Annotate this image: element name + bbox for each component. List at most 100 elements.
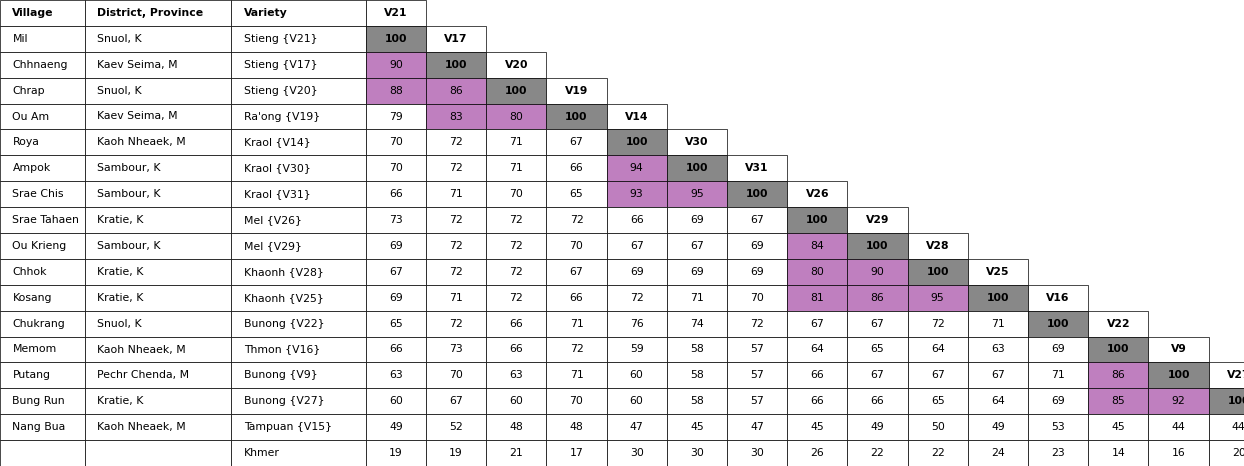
- Bar: [486, 233, 546, 259]
- Bar: [231, 207, 366, 233]
- Bar: [425, 130, 486, 155]
- Text: V28: V28: [926, 241, 949, 251]
- Bar: [787, 363, 847, 388]
- Text: 70: 70: [750, 293, 764, 303]
- Bar: [0, 440, 85, 466]
- Text: 48: 48: [509, 422, 524, 432]
- Text: 73: 73: [389, 215, 403, 225]
- Bar: [607, 130, 667, 155]
- Text: 67: 67: [991, 370, 1005, 380]
- Text: Kratie, K: Kratie, K: [97, 293, 143, 303]
- Bar: [366, 78, 425, 103]
- Text: Kaev Seima, M: Kaev Seima, M: [97, 60, 178, 70]
- Bar: [231, 285, 366, 311]
- Text: 100: 100: [1167, 370, 1189, 380]
- Text: 86: 86: [1111, 370, 1126, 380]
- Text: 60: 60: [629, 370, 643, 380]
- Bar: [1088, 0, 1148, 26]
- Bar: [908, 311, 968, 336]
- Text: 58: 58: [690, 344, 704, 355]
- Text: 72: 72: [449, 319, 463, 329]
- Bar: [847, 414, 908, 440]
- Text: 85: 85: [1111, 396, 1126, 406]
- Text: Chhok: Chhok: [12, 267, 47, 277]
- Bar: [908, 440, 968, 466]
- Text: 45: 45: [690, 422, 704, 432]
- Bar: [607, 259, 667, 285]
- Text: Ou Krieng: Ou Krieng: [12, 241, 67, 251]
- Text: 47: 47: [750, 422, 764, 432]
- Bar: [231, 155, 366, 181]
- Bar: [366, 311, 425, 336]
- Bar: [231, 103, 366, 130]
- Bar: [425, 233, 486, 259]
- Bar: [0, 130, 85, 155]
- Bar: [667, 207, 726, 233]
- Text: Nang Bua: Nang Bua: [12, 422, 66, 432]
- Text: 71: 71: [690, 293, 704, 303]
- Text: 72: 72: [449, 163, 463, 173]
- Text: 65: 65: [931, 396, 944, 406]
- Bar: [231, 130, 366, 155]
- Text: 67: 67: [389, 267, 403, 277]
- Text: Ou Am: Ou Am: [12, 111, 50, 122]
- Bar: [1209, 414, 1244, 440]
- Text: 74: 74: [690, 319, 704, 329]
- Bar: [908, 0, 968, 26]
- Bar: [1148, 336, 1209, 363]
- Text: 67: 67: [871, 319, 884, 329]
- Text: 86: 86: [449, 86, 463, 96]
- Text: Sambour, K: Sambour, K: [97, 163, 160, 173]
- Text: Chhnaeng: Chhnaeng: [12, 60, 68, 70]
- Bar: [968, 414, 1028, 440]
- Bar: [366, 52, 425, 78]
- Bar: [425, 336, 486, 363]
- Text: 100: 100: [927, 267, 949, 277]
- Bar: [366, 26, 425, 52]
- Text: 69: 69: [629, 267, 643, 277]
- Bar: [85, 363, 231, 388]
- Bar: [366, 0, 425, 26]
- Bar: [1088, 388, 1148, 414]
- Text: Srae Chis: Srae Chis: [12, 189, 63, 199]
- Text: Kraol {V14}: Kraol {V14}: [244, 137, 311, 147]
- Bar: [667, 336, 726, 363]
- Bar: [667, 130, 726, 155]
- Text: V31: V31: [745, 163, 769, 173]
- Text: 69: 69: [750, 267, 764, 277]
- Text: Snuol, K: Snuol, K: [97, 86, 142, 96]
- Bar: [968, 311, 1028, 336]
- Bar: [85, 0, 231, 26]
- Text: V27: V27: [1227, 370, 1244, 380]
- Bar: [486, 52, 546, 78]
- Bar: [366, 130, 425, 155]
- Bar: [85, 26, 231, 52]
- Bar: [0, 363, 85, 388]
- Bar: [231, 78, 366, 103]
- Bar: [847, 233, 908, 259]
- Bar: [546, 259, 607, 285]
- Bar: [787, 259, 847, 285]
- Bar: [546, 207, 607, 233]
- Text: Ampok: Ampok: [12, 163, 51, 173]
- Text: Memom: Memom: [12, 344, 57, 355]
- Text: Kratie, K: Kratie, K: [97, 396, 143, 406]
- Text: 65: 65: [389, 319, 403, 329]
- Bar: [787, 0, 847, 26]
- Bar: [546, 103, 607, 130]
- Text: 65: 65: [871, 344, 884, 355]
- Text: Khaonh {V28}: Khaonh {V28}: [244, 267, 323, 277]
- Bar: [85, 259, 231, 285]
- Text: 21: 21: [509, 448, 524, 458]
- Bar: [1088, 336, 1148, 363]
- Text: 66: 66: [389, 344, 403, 355]
- Text: 64: 64: [810, 344, 825, 355]
- Bar: [366, 233, 425, 259]
- Text: 100: 100: [505, 86, 527, 96]
- Bar: [486, 440, 546, 466]
- Text: V22: V22: [1107, 319, 1130, 329]
- Text: 72: 72: [449, 241, 463, 251]
- Bar: [546, 155, 607, 181]
- Text: Sambour, K: Sambour, K: [97, 241, 160, 251]
- Bar: [425, 388, 486, 414]
